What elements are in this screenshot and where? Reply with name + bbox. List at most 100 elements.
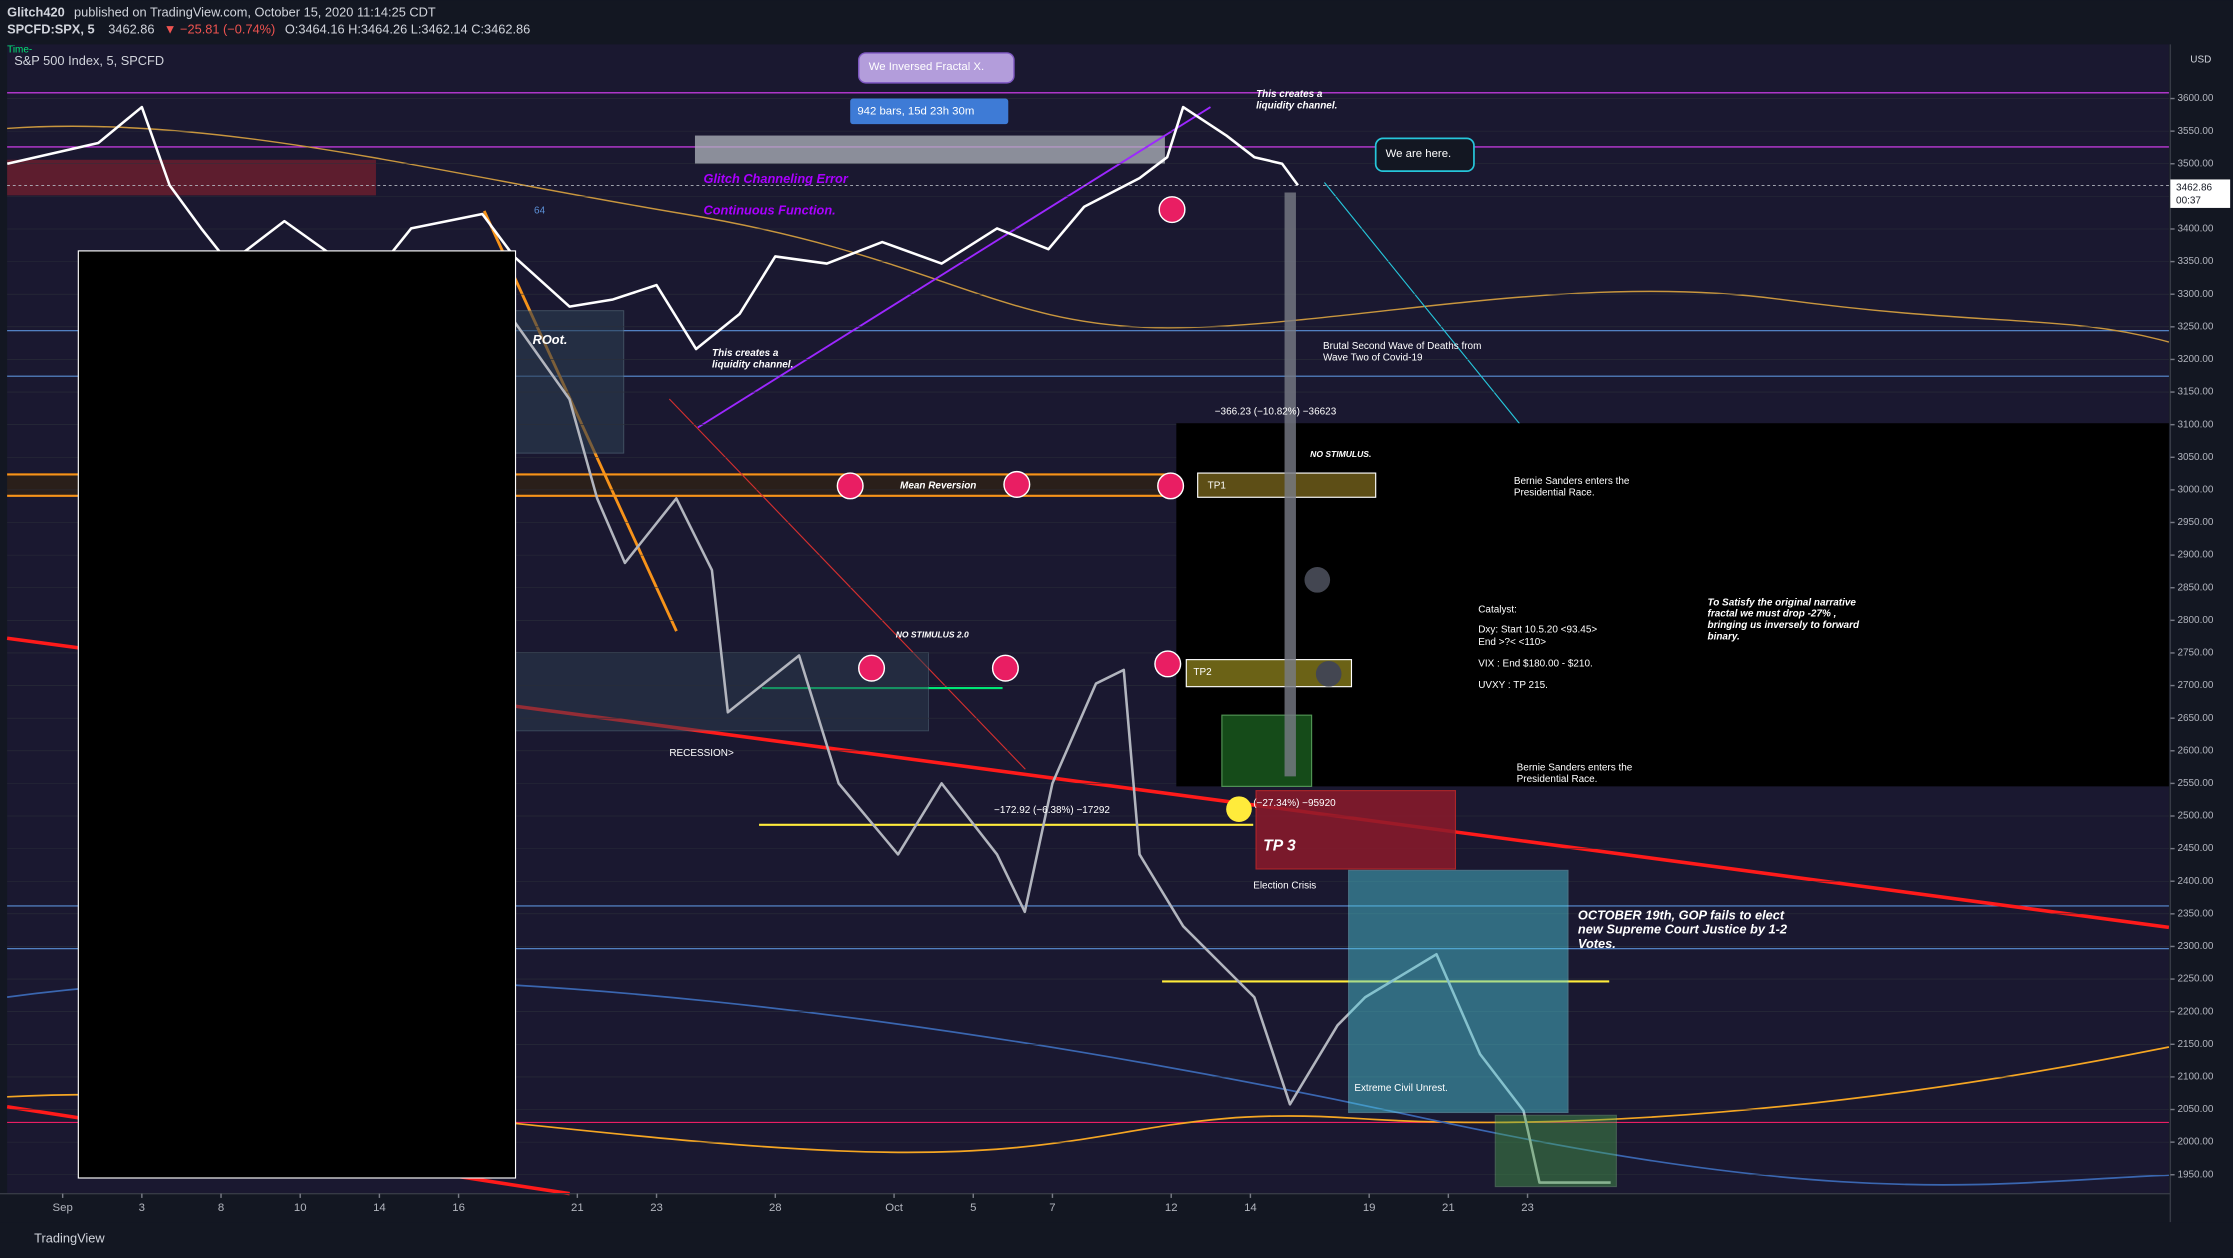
annotation: Dxy: Start 10.5.20 <93.45>: [1478, 624, 1597, 635]
x-marker: [1157, 472, 1185, 500]
y-tick-label: 2150.00: [2177, 1039, 2213, 1050]
annotation: −172.92 (−6.38%) −17292: [994, 805, 1110, 816]
y-tick-label: 2200.00: [2177, 1006, 2213, 1017]
annotation: This creates a: [712, 348, 779, 359]
annotation: ROot.: [533, 332, 568, 347]
annotation: bringing us inversely to forward: [1708, 620, 1860, 631]
annotation: Mean Reversion: [900, 481, 976, 492]
y-tick-label: 2250.00: [2177, 974, 2213, 985]
footer: [0, 1222, 2233, 1258]
y-tick-label: 3400.00: [2177, 224, 2213, 235]
y-tick-label: 3200.00: [2177, 354, 2213, 365]
annotation: This creates a: [1256, 89, 1323, 100]
annotation: new Supreme Court Justice by 1-2: [1578, 922, 1787, 937]
target-box: [1348, 869, 1569, 1114]
annotation: We Inversed Fractal X.: [869, 61, 984, 73]
annotation: TP2: [1193, 667, 1212, 678]
x-marker: [1158, 196, 1186, 224]
x-marker: [1003, 470, 1031, 498]
x-marker: [858, 654, 886, 682]
x-tick-label: 21: [1442, 1202, 1455, 1214]
y-tick-label: 3150.00: [2177, 387, 2213, 398]
annotation: Catalyst:: [1478, 604, 1517, 615]
y-tick-label: 2800.00: [2177, 615, 2213, 626]
x-tick-label: 10: [294, 1202, 307, 1214]
y-tick-label: 3550.00: [2177, 126, 2213, 137]
annotation: RECESSION>: [669, 748, 734, 759]
y-tick-label: 2750.00: [2177, 648, 2213, 659]
published: published on TradingView.com, October 15…: [74, 4, 436, 19]
x-tick-label: 14: [1244, 1202, 1257, 1214]
question-marker: [1226, 796, 1252, 822]
ohlc: O:3464.16 H:3464.26 L:3462.14 C:3462.86: [285, 22, 530, 37]
annotation: fractal we must drop -27% ,: [1708, 609, 1837, 620]
y-tick-label: 2950.00: [2177, 517, 2213, 528]
y-tick-label: 3600.00: [2177, 93, 2213, 104]
annotation: Continuous Function.: [704, 202, 836, 217]
annotation: Extreme Civil Unrest.: [1354, 1083, 1447, 1094]
x-tick-label: 19: [1363, 1202, 1376, 1214]
annotation: To Satisfy the original narrative: [1708, 597, 1857, 608]
y-tick-label: 2300.00: [2177, 941, 2213, 952]
target-box: [1221, 714, 1313, 787]
annotation: TP 3: [1263, 837, 1296, 854]
x-tick-label: 12: [1165, 1202, 1178, 1214]
annotation: Brutal Second Wave of Deaths from: [1323, 341, 1481, 352]
brand: TradingView: [34, 1231, 105, 1246]
currency: USD: [2190, 55, 2211, 66]
annotation: NO STIMULUS.: [1310, 449, 1371, 459]
y-tick-label: 2000.00: [2177, 1137, 2213, 1148]
y-tick-label: 2100.00: [2177, 1072, 2213, 1083]
y-tick-label: 2600.00: [2177, 745, 2213, 756]
annotation: Presidential Race.: [1514, 488, 1595, 499]
x-tick-label: 3: [139, 1202, 145, 1214]
y-tick-label: 3050.00: [2177, 452, 2213, 463]
annotation: binary.: [1708, 631, 1740, 642]
y-tick-label: 2550.00: [2177, 778, 2213, 789]
x-marker: [991, 654, 1019, 682]
last-price-label: 3462.86: [2176, 183, 2212, 194]
price-line: [512, 320, 1611, 1184]
annotation: We are here.: [1386, 148, 1452, 160]
y-tick-label: 3350.00: [2177, 256, 2213, 267]
annotation: OCTOBER 19th, GOP fails to elect: [1578, 907, 1785, 922]
target-box: [1494, 1114, 1617, 1188]
x-tick-label: 28: [769, 1202, 782, 1214]
annotation: (−27.34%) −95920: [1253, 798, 1336, 809]
trend-line: [697, 106, 1211, 429]
annotation: Glitch Channeling Error: [704, 171, 849, 186]
author: Glitch420: [7, 4, 65, 19]
x-tick-label: 14: [373, 1202, 386, 1214]
x-tick-label: 21: [571, 1202, 584, 1214]
annotation: −366.23 (−10.82%) −36623: [1215, 406, 1337, 417]
annotation: Election Crisis: [1253, 881, 1316, 892]
symbol: SPCFD:SPX, 5: [7, 22, 94, 37]
box: [515, 310, 625, 454]
annotation: UVXY : TP 215.: [1478, 680, 1548, 691]
x-markers: [836, 196, 1186, 682]
callout: [1374, 137, 1475, 173]
x-tick-label: Sep: [53, 1202, 73, 1214]
y-tick-label: 2700.00: [2177, 680, 2213, 691]
annotation: NO STIMULUS 2.0: [896, 630, 969, 640]
annotation: TP1: [1208, 481, 1227, 492]
y-tick-label: 2650.00: [2177, 713, 2213, 724]
x-tick-label: 7: [1049, 1202, 1055, 1214]
range-box: [694, 135, 1165, 165]
callout: [858, 52, 1015, 84]
x-tick-label: 5: [970, 1202, 976, 1214]
annotation: 942 bars, 15d 23h 30m: [857, 105, 974, 117]
y-tick-label: 3250.00: [2177, 321, 2213, 332]
y-tick-label: 3000.00: [2177, 485, 2213, 496]
axes: 1950.00 2000.00 2050.00 2100.00 2150.00 2200.…: [0, 44, 2231, 1223]
y-tick-label: 3100.00: [2177, 419, 2213, 430]
y-tick-label: 2350.00: [2177, 908, 2213, 919]
red-zone: [7, 159, 376, 196]
x-tick-label: 23: [650, 1202, 663, 1214]
x-tick-label: 23: [1521, 1202, 1534, 1214]
y-tick-label: 2450.00: [2177, 843, 2213, 854]
y-tick-label: 2400.00: [2177, 876, 2213, 887]
annotation: liquidity channel.: [1256, 100, 1337, 111]
annotation: Wave Two of Covid-19: [1323, 352, 1423, 363]
